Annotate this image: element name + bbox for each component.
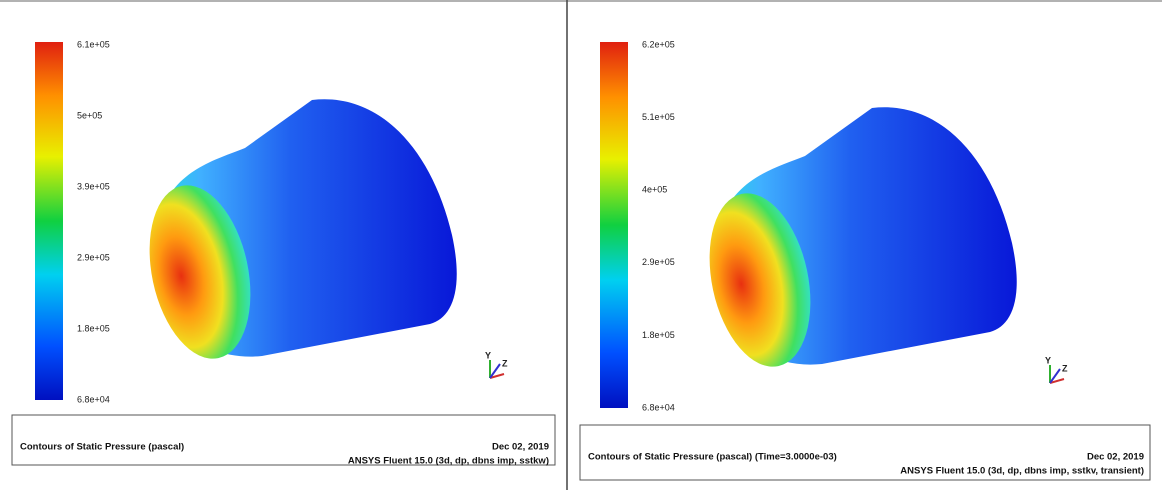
colorbar-label: 2.9e+05 <box>77 252 110 262</box>
colorbar-label: 6.1e+05 <box>77 39 110 49</box>
colorbar-label: 6.8e+04 <box>642 402 675 412</box>
axis-label: Y <box>1045 355 1051 365</box>
screenshot: 6.1e+05 5e+05 3.9e+05 2.9e+05 1.8e+05 6.8e+04… <box>0 0 1162 490</box>
date: Dec 02, 2019 <box>492 442 549 453</box>
axis-label: Y <box>485 350 491 360</box>
date: Dec 02, 2019 <box>1087 452 1144 463</box>
colorbar-label: 2.9e+05 <box>642 257 675 267</box>
colorbar-label: 4e+05 <box>642 185 667 195</box>
caption: Contours of Static Pressure (pascal) (Ti… <box>588 452 837 463</box>
axis-label: Z <box>1062 363 1068 373</box>
colorbar-label: 1.8e+05 <box>77 323 110 333</box>
colorbar-label: 5.1e+05 <box>642 112 675 122</box>
caption: Contours of Static Pressure (pascal) <box>20 442 184 453</box>
page: {"panels": [ {"colorbar_labels": ["6.1e+… <box>0 0 1162 490</box>
colorbar-label: 6.8e+04 <box>77 394 110 404</box>
solver-info: ANSYS Fluent 15.0 (3d, dp, dbns imp, sst… <box>900 466 1144 477</box>
colorbar <box>35 42 63 400</box>
axis-label: Z <box>502 358 508 368</box>
solver-info: ANSYS Fluent 15.0 (3d, dp, dbns imp, sst… <box>348 456 549 467</box>
colorbar-label: 6.2e+05 <box>642 39 675 49</box>
colorbar-label: 1.8e+05 <box>642 330 675 340</box>
colorbar <box>600 42 628 408</box>
colorbar-label: 5e+05 <box>77 110 102 120</box>
colorbar-label: 3.9e+05 <box>77 181 110 191</box>
